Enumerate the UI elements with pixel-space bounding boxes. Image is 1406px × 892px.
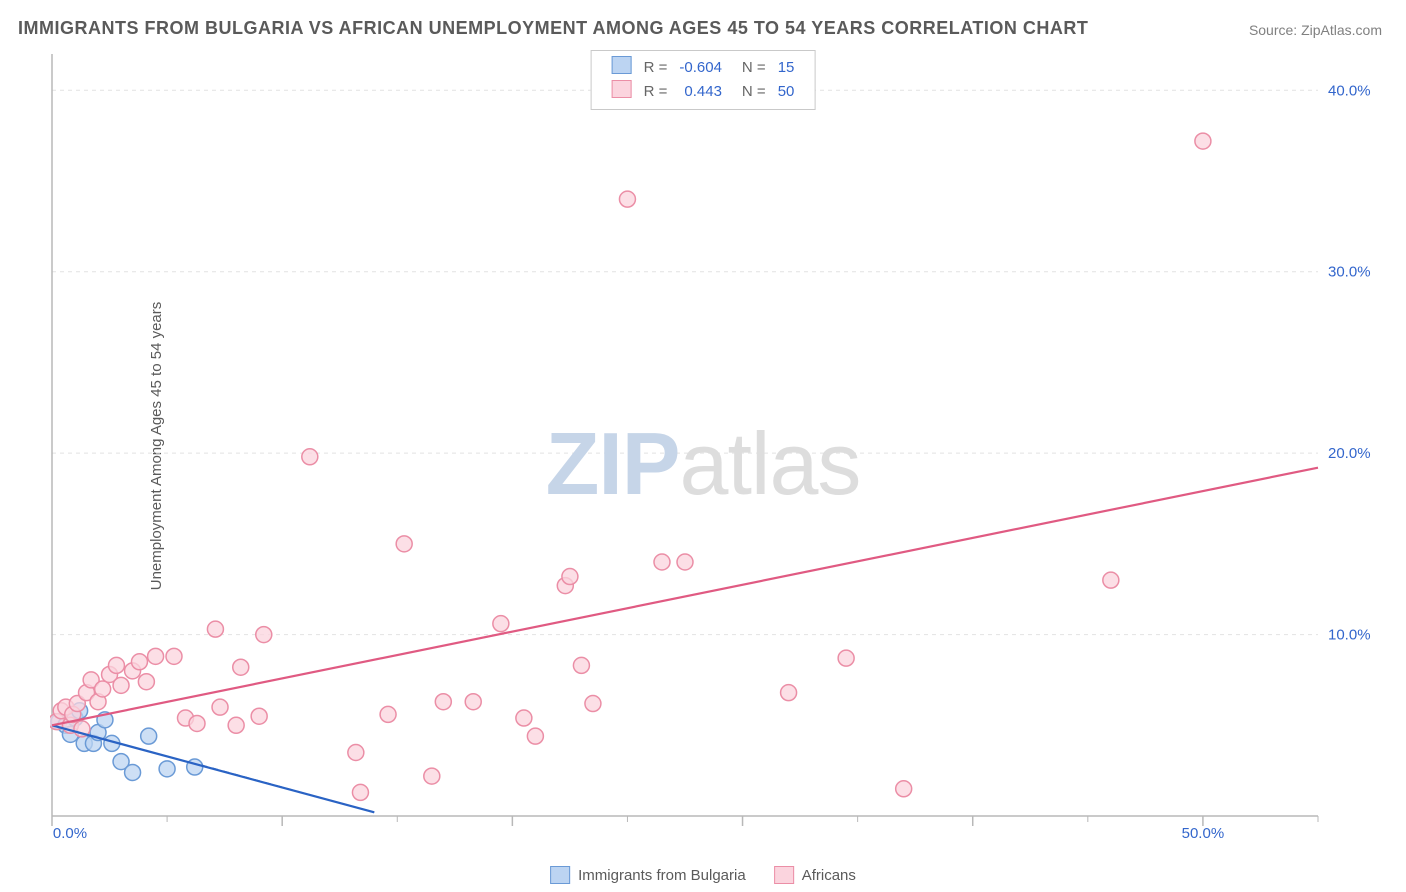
svg-text:50.0%: 50.0% — [1182, 825, 1225, 842]
legend-item-bulgaria: Immigrants from Bulgaria — [550, 866, 746, 884]
series-legend: Immigrants from Bulgaria Africans — [550, 866, 856, 884]
svg-text:10.0%: 10.0% — [1328, 627, 1371, 644]
chart-title: IMMIGRANTS FROM BULGARIA VS AFRICAN UNEM… — [18, 18, 1088, 39]
svg-text:0.0%: 0.0% — [53, 825, 87, 842]
source-prefix: Source: — [1249, 22, 1301, 38]
legend-item-africans: Africans — [774, 866, 856, 884]
correlation-legend: R =-0.604N =15R =0.443N =50 — [591, 50, 816, 110]
source-attribution: Source: ZipAtlas.com — [1249, 22, 1382, 38]
svg-text:20.0%: 20.0% — [1328, 445, 1371, 462]
scatter-chart-svg: 10.0% 20.0% 30.0% 40.0% 0.0% 50.0% — [50, 50, 1388, 842]
svg-text:30.0%: 30.0% — [1328, 264, 1371, 281]
plot-area: 10.0% 20.0% 30.0% 40.0% 0.0% 50.0% — [50, 50, 1388, 842]
source-name: ZipAtlas.com — [1301, 22, 1382, 38]
svg-text:40.0%: 40.0% — [1328, 82, 1371, 99]
